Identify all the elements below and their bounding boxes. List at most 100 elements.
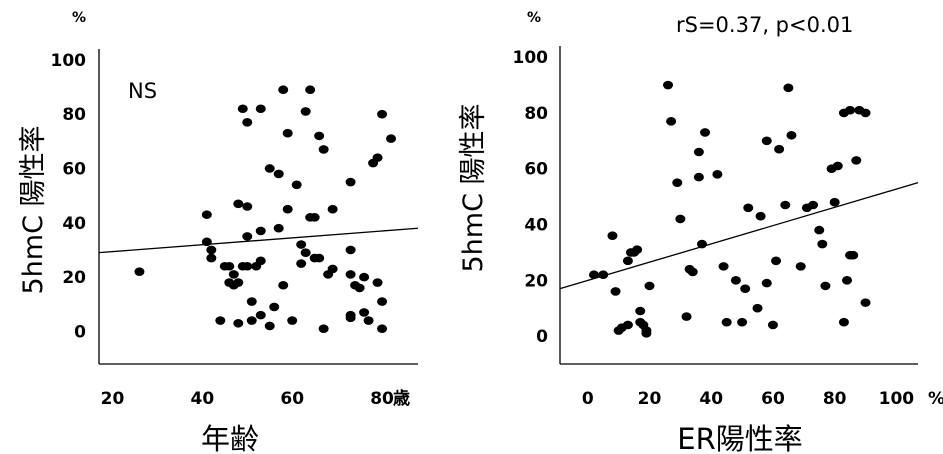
x-tick-label: 80 <box>370 389 394 409</box>
data-point <box>372 278 383 287</box>
data-point <box>672 178 683 187</box>
data-points <box>134 85 397 333</box>
data-point <box>327 204 338 214</box>
y-axis-label: 5hmC 陽性率 <box>458 103 489 272</box>
data-point <box>377 297 388 306</box>
y-tick-label: 0 <box>536 327 548 347</box>
data-point <box>359 308 370 317</box>
data-point <box>206 253 217 263</box>
data-point <box>377 324 388 333</box>
data-point <box>663 80 674 90</box>
x-unit-label: 歳 <box>393 388 410 409</box>
data-point <box>737 317 748 327</box>
y-axis-label: 5hmC 陽性率 <box>18 125 49 294</box>
data-point <box>300 107 311 116</box>
data-point <box>314 253 325 263</box>
data-point <box>255 226 266 236</box>
data-point <box>291 180 302 190</box>
data-point <box>345 313 356 323</box>
y-unit-label: % <box>72 10 86 26</box>
regression-line <box>98 227 419 254</box>
data-point <box>817 239 828 249</box>
data-point <box>755 211 766 221</box>
data-point <box>641 326 652 335</box>
data-point <box>718 262 729 271</box>
y-tick-label: 20 <box>524 271 548 291</box>
data-point <box>610 287 621 296</box>
data-point <box>246 316 257 325</box>
data-point <box>372 153 383 162</box>
data-point <box>278 85 289 95</box>
data-point <box>752 303 763 313</box>
data-point <box>598 270 609 280</box>
data-point <box>588 270 599 280</box>
regression-line <box>559 182 919 290</box>
y-tick-label: 100 <box>513 48 549 68</box>
data-point <box>761 136 772 146</box>
data-point <box>622 256 633 266</box>
data-point <box>761 278 772 288</box>
data-point <box>774 144 785 154</box>
x-tick-label: 40 <box>191 389 215 409</box>
y-tick-label: 20 <box>62 268 86 288</box>
data-point <box>771 256 782 266</box>
x-tick-label: 40 <box>699 389 723 409</box>
data-point <box>246 297 257 306</box>
y-tick-label: 0 <box>74 322 86 342</box>
data-point <box>233 318 244 328</box>
y-tick-label: 40 <box>62 214 86 234</box>
x-tick-label: 100 <box>879 389 915 409</box>
data-point <box>233 199 244 209</box>
data-point <box>237 104 248 114</box>
data-point <box>848 250 859 260</box>
data-point <box>242 261 253 271</box>
data-point <box>607 231 618 240</box>
data-point <box>273 223 284 233</box>
data-point <box>134 267 145 276</box>
data-point <box>767 320 778 330</box>
x-unit-label: % <box>928 389 943 409</box>
data-point <box>255 310 266 320</box>
data-point <box>693 172 704 182</box>
data-point <box>851 156 862 165</box>
data-point <box>242 232 253 241</box>
data-point <box>201 210 212 219</box>
data-point <box>345 245 356 255</box>
data-point <box>814 225 825 235</box>
data-point <box>838 317 849 327</box>
x-axis-label: 年齢 <box>201 422 259 454</box>
data-point <box>201 237 212 247</box>
data-point <box>681 312 692 321</box>
data-point <box>832 161 843 171</box>
data-point <box>693 147 704 157</box>
data-point <box>314 131 325 141</box>
data-point <box>287 316 298 325</box>
data-point <box>255 104 266 114</box>
y-tick-label: 80 <box>62 105 86 125</box>
y-unit-label: % <box>527 10 541 26</box>
data-point <box>687 267 698 277</box>
y-tick-label: 60 <box>524 160 548 180</box>
x-axis-label: ER陽性率 <box>677 422 802 454</box>
trend-line <box>98 227 419 254</box>
data-point <box>206 245 217 255</box>
data-point <box>224 261 235 271</box>
data-point <box>666 117 677 126</box>
x-tick-label: 20 <box>638 389 662 409</box>
data-point <box>842 276 853 285</box>
data-point <box>622 320 633 330</box>
data-point <box>278 280 289 290</box>
data-point <box>377 109 388 119</box>
data-point <box>215 316 226 325</box>
data-point <box>363 316 374 325</box>
data-point <box>632 245 643 254</box>
x-tick-labels: 20 40 60 80 <box>101 389 394 409</box>
data-point <box>386 134 397 143</box>
x-tick-label: 60 <box>761 389 785 409</box>
data-point <box>309 213 320 222</box>
data-point <box>845 105 856 115</box>
data-point <box>282 204 293 214</box>
data-point <box>300 248 311 257</box>
er-scatter-chart: % rS=0.37, p<0.01 5hmC 陽性率 ER陽性率 % 0 20 40… <box>458 10 943 454</box>
x-tick-label: 60 <box>280 389 304 409</box>
